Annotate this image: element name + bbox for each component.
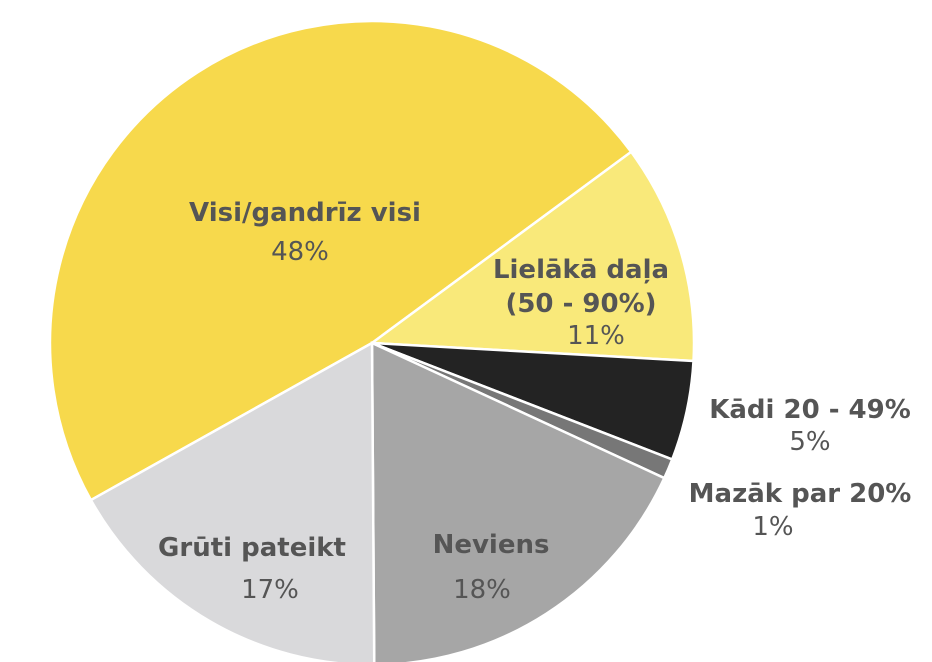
pie-slice xyxy=(368,150,696,363)
value-label: 11% xyxy=(567,321,625,351)
slice-label: Neviens xyxy=(432,530,550,560)
slice-label: Visi/gandrīz visi xyxy=(189,198,421,228)
value-label: 48% xyxy=(271,237,329,267)
slice-label: Mazāk par 20% xyxy=(688,479,912,509)
pie-slice xyxy=(370,341,666,662)
value-label: 17% xyxy=(241,575,299,605)
pie-slice xyxy=(48,19,633,502)
value-label: 18% xyxy=(453,575,511,605)
value-label: 1% xyxy=(752,512,794,542)
slice-label: Lielākā daļa (50 - 90%) xyxy=(492,255,670,319)
slice-label: Kādi 20 - 49% xyxy=(709,395,911,425)
pie-slice xyxy=(89,340,376,662)
slice-label: Grūti pateikt xyxy=(158,533,346,563)
value-label: 5% xyxy=(789,427,831,457)
